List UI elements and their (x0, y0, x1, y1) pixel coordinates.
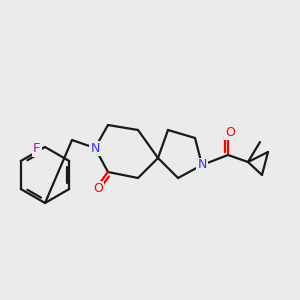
Text: O: O (225, 125, 235, 139)
Text: F: F (33, 142, 41, 155)
Text: N: N (90, 142, 100, 154)
Text: N: N (197, 158, 207, 172)
Text: O: O (93, 182, 103, 194)
